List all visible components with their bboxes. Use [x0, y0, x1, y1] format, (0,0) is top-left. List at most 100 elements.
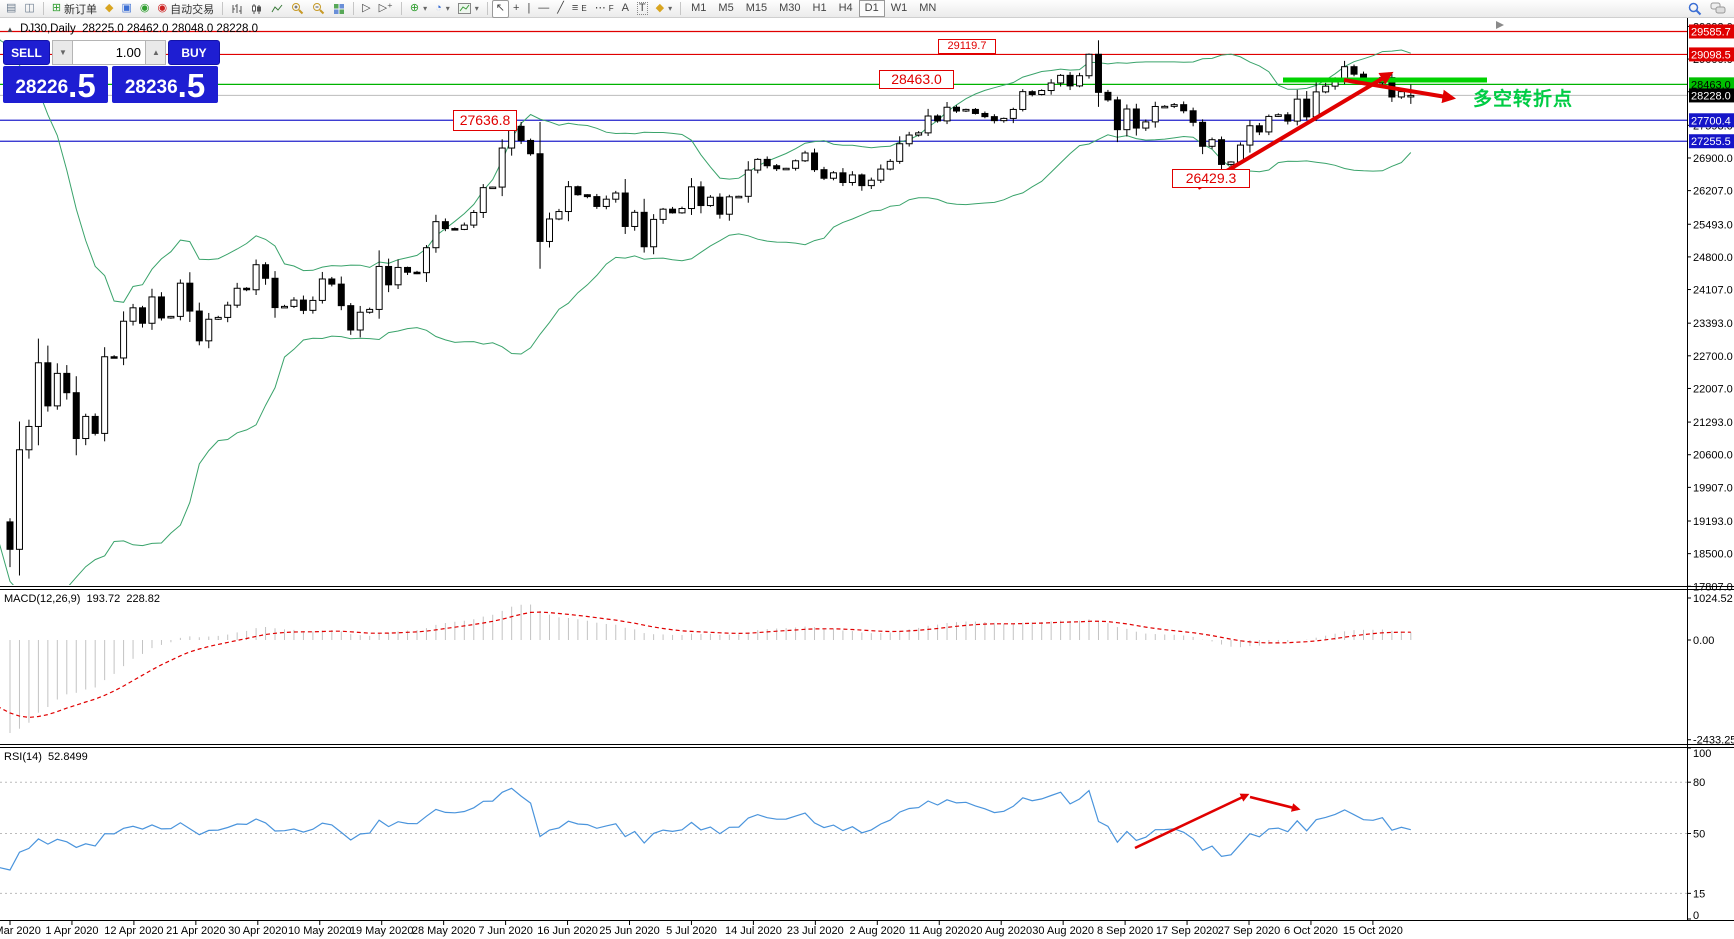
candle-body: [205, 318, 213, 342]
candle-body: [773, 165, 781, 170]
candle-body: [943, 106, 951, 122]
macd-tick-label: -2433.25: [1693, 735, 1734, 747]
timeframe-button-m1[interactable]: M1: [691, 2, 707, 14]
candle-body: [1151, 105, 1159, 123]
shapes-tool-button[interactable]: ◆ ▾: [655, 2, 673, 14]
fibonacci-tool-button[interactable]: ≡ E: [571, 2, 587, 14]
timeframe-button-h4[interactable]: H4: [838, 2, 853, 14]
price-tick-label: 19193.0: [1693, 516, 1733, 528]
auto-trading-button[interactable]: ◉ 自动交易: [154, 0, 219, 18]
candle-body: [82, 415, 90, 440]
candle-body: [1293, 98, 1301, 122]
chart-shift-button[interactable]: ▷⁺: [378, 2, 393, 14]
buy-price[interactable]: 28236.5: [112, 66, 218, 103]
cursor-tool-button[interactable]: ↖: [491, 0, 509, 18]
trendline-tool-button[interactable]: ╱: [557, 2, 564, 14]
candle-body: [1019, 91, 1027, 110]
candle-body: [1000, 117, 1008, 122]
svg-text:29585.7: 29585.7: [1691, 26, 1731, 38]
tile-windows-button[interactable]: [329, 0, 349, 18]
price-annotation[interactable]: 29119.7: [938, 39, 996, 54]
candle-body: [1208, 139, 1216, 147]
vertical-line-tool-button[interactable]: |: [527, 2, 531, 14]
timeframe-button-m30[interactable]: M30: [779, 2, 801, 14]
price-tick-label: 24800.0: [1693, 252, 1733, 264]
period-clock-button[interactable]: ◔ ▾: [435, 2, 450, 14]
line-chart-icon: [271, 4, 283, 12]
candle-body: [366, 308, 374, 313]
text-tool-button[interactable]: A: [621, 2, 629, 14]
timeframe-button-d1[interactable]: D1: [858, 0, 885, 17]
svg-text:27255.5: 27255.5: [1691, 136, 1731, 148]
candle-body: [214, 316, 222, 320]
timeframe-button-h1[interactable]: H1: [812, 2, 827, 14]
lot-decrease-button[interactable]: ▼: [52, 40, 73, 65]
channel-tool-button[interactable]: ⋯ F: [594, 2, 614, 14]
turning-point-annotation[interactable]: 多空转折点: [1473, 89, 1574, 110]
price-annotation[interactable]: 27636.8: [453, 110, 517, 131]
rsi-tick-label: 100: [1693, 748, 1711, 760]
signals-icon[interactable]: ◉: [139, 2, 150, 14]
candle-body: [356, 311, 364, 331]
candle-body: [186, 282, 194, 312]
zoom-out-icon: [313, 3, 325, 15]
templates-button[interactable]: ▾: [454, 0, 483, 18]
date-tick-label: 19 May 2020: [350, 925, 414, 937]
bar-chart-button[interactable]: [227, 0, 247, 18]
crosshair-tool-button[interactable]: +: [513, 2, 520, 14]
candle-body: [129, 307, 137, 322]
candle-body: [877, 168, 885, 181]
candle-body: [6, 521, 14, 550]
candle-body: [687, 186, 695, 210]
toolbar-separator: [680, 2, 682, 15]
candle-body: [990, 116, 998, 122]
rsi-trend-arrow[interactable]: [1249, 795, 1301, 812]
market-watch-icon[interactable]: ▣: [121, 2, 132, 14]
search-icon[interactable]: [1688, 2, 1702, 16]
add-indicator-button[interactable]: ⊕ ▾: [409, 2, 428, 14]
date-tick-label: 6 Oct 2020: [1284, 925, 1338, 937]
horizontal-line-tool-button[interactable]: —: [538, 2, 550, 14]
trend-arrow[interactable]: [1343, 78, 1457, 104]
lot-size-input[interactable]: [73, 40, 145, 65]
rsi-trend-arrow[interactable]: [1134, 793, 1250, 850]
line-chart-button[interactable]: [267, 0, 287, 18]
zoom-in-button[interactable]: [287, 0, 308, 18]
price-annotation[interactable]: 28463.0: [879, 70, 954, 89]
candlestick-button[interactable]: [247, 0, 267, 18]
styles-bucket-icon[interactable]: ◆: [105, 2, 114, 14]
timeframe-button-w1[interactable]: W1: [890, 2, 908, 14]
charts-window-icon[interactable]: ▤: [6, 2, 17, 14]
candle-body: [678, 208, 686, 214]
zoom-out-button[interactable]: [308, 0, 329, 18]
sell-button[interactable]: SELL: [3, 40, 50, 65]
date-tick-label: 25 Jun 2020: [599, 925, 660, 937]
candle-body: [1350, 66, 1358, 75]
date-tick-label: 2 Aug 2020: [849, 925, 905, 937]
price-annotation[interactable]: 26429.3: [1172, 169, 1250, 188]
chat-icon[interactable]: [1710, 2, 1726, 15]
auto-scroll-button[interactable]: ▷: [362, 2, 371, 14]
timeframe-button-m15[interactable]: M15: [745, 2, 768, 14]
profile-icon[interactable]: ◫: [24, 2, 35, 14]
candle-body: [1076, 75, 1084, 87]
price-axis[interactable]: 29693.029000.028307.027593.026900.026207…: [1687, 21, 1734, 593]
candle-body: [404, 266, 412, 273]
date-tick-label: 14 Jul 2020: [725, 925, 782, 937]
candle-body: [1142, 121, 1150, 129]
date-tick-label: 23 Jul 2020: [787, 925, 844, 937]
price-tick-label: 19907.0: [1693, 482, 1733, 494]
candle-body: [101, 356, 109, 434]
buy-button[interactable]: BUY: [168, 40, 220, 65]
timeframe-button-mn[interactable]: MN: [919, 2, 937, 14]
candle-body: [139, 307, 147, 324]
lot-increase-button[interactable]: ▲: [145, 40, 166, 65]
sell-price[interactable]: 28226.5: [3, 66, 108, 103]
new-order-button[interactable]: ⊞ 新订单: [48, 0, 101, 18]
text-label-tool-button[interactable]: T: [636, 2, 648, 15]
candle-body: [157, 296, 165, 319]
timeframe-button-m5[interactable]: M5: [718, 2, 734, 14]
